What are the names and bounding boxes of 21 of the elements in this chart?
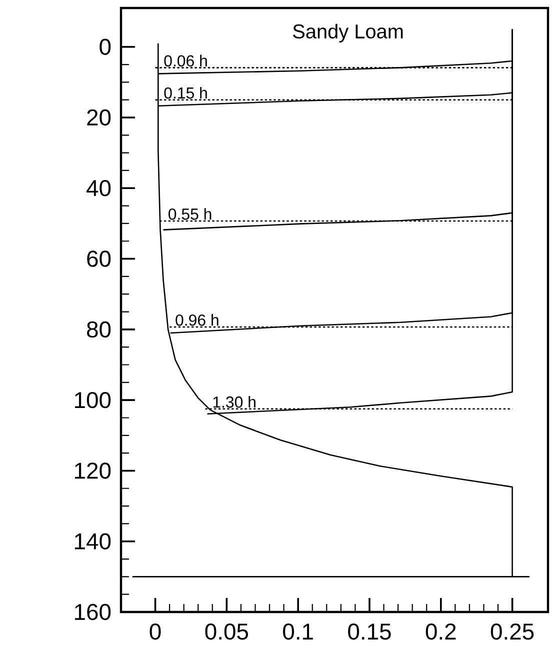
annotation: 0.55 h — [168, 208, 212, 220]
y-tick-label: 140 — [75, 533, 111, 550]
x-tick-label: 0.15 — [348, 623, 391, 640]
x-tick-label: 0 — [150, 623, 161, 640]
annotation: 0.15 h — [164, 86, 207, 99]
annotation: 0.06 h — [164, 54, 207, 66]
y-tick-label: 100 — [75, 392, 111, 408]
x-tick-label: 0.05 — [205, 623, 248, 640]
annotation: 1.30 h — [213, 396, 256, 408]
annotation: 0.96 h — [176, 314, 218, 326]
x-tick-label: 0.1 — [283, 623, 313, 640]
y-tick-label: 0 — [100, 38, 111, 55]
y-tick-label: 120 — [75, 462, 111, 479]
text: Sandy Loam — [293, 24, 403, 42]
y-tick-label: 40 — [86, 180, 111, 196]
x-tick-label: 0.2 — [426, 623, 456, 640]
y-tick-label: 60 — [87, 250, 111, 267]
y-tick-label: 80 — [87, 321, 111, 338]
y-tick-label: 160 — [75, 604, 111, 620]
x-tick-label: 0.25 — [490, 623, 534, 640]
y-tick-label: 20 — [87, 109, 111, 126]
